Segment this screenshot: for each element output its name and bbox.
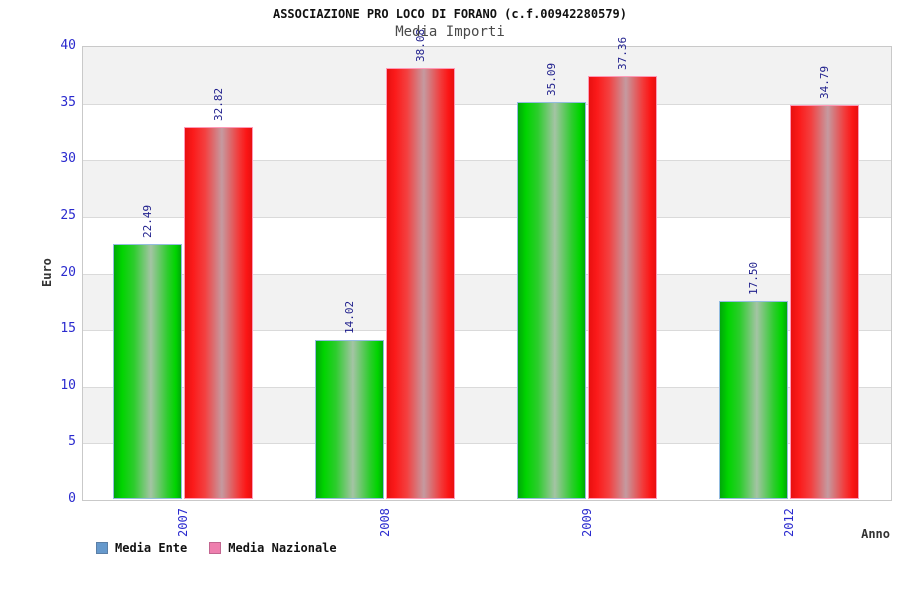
x-axis-title: Anno <box>861 527 890 541</box>
bar-value-label: 14.02 <box>343 301 356 335</box>
bar-value-label: 17.50 <box>747 261 760 295</box>
bar-value-label: 22.49 <box>141 205 154 239</box>
legend-swatch-media-nazionale <box>209 542 222 554</box>
gridline <box>83 216 891 218</box>
gridline <box>83 160 891 162</box>
bar-media-ente-2007 <box>113 244 182 499</box>
chart-subtitle: Media Importi <box>395 24 505 40</box>
y-tick-label: 30 <box>60 151 76 167</box>
gridline <box>83 330 891 332</box>
y-tick-label: 5 <box>68 434 76 450</box>
y-tick-label: 35 <box>60 94 76 110</box>
x-tick-label-2008: 2008 <box>378 508 392 537</box>
bar-media-nazionale-2008 <box>386 67 455 499</box>
plot-band <box>83 47 891 104</box>
chart-title: ASSOCIAZIONE PRO LOCO DI FORANO (c.f.009… <box>272 7 627 21</box>
y-tick-label: 15 <box>60 321 76 337</box>
y-tick-label: 10 <box>60 377 76 393</box>
y-tick-label: 20 <box>60 264 76 280</box>
legend-label-media-nazionale: Media Nazionale <box>228 541 337 555</box>
legend-swatch-media-ente <box>96 542 108 554</box>
bar-media-ente-2009 <box>517 101 586 499</box>
y-tick-label: 40 <box>60 38 76 53</box>
bar-media-ente-2012 <box>719 300 788 499</box>
y-tick-label: 25 <box>60 207 76 223</box>
y-tick-label: 0 <box>68 491 76 506</box>
bar-value-label: 34.79 <box>818 65 831 99</box>
legend-item-media-ente: Media Ente <box>96 541 187 555</box>
bar-media-ente-2008 <box>315 340 384 499</box>
bar-value-label: 32.82 <box>212 88 225 122</box>
x-tick-label-2009: 2009 <box>580 508 594 537</box>
bar-value-label: 37.36 <box>616 36 629 70</box>
legend-label-media-ente: Media Ente <box>115 541 188 555</box>
gridline <box>83 386 891 388</box>
x-tick-label-2012: 2012 <box>782 508 796 537</box>
gridline <box>83 103 891 105</box>
bar-media-nazionale-2009 <box>588 75 657 499</box>
gridline <box>83 443 891 445</box>
bar-media-nazionale-2012 <box>790 105 859 499</box>
x-tick-label-2007: 2007 <box>176 508 190 537</box>
bar-value-label: 35.09 <box>545 62 558 96</box>
legend-item-media-nazionale: Media Nazionale <box>209 541 337 555</box>
legend: Media Ente Media Nazionale <box>96 541 359 555</box>
gridline <box>83 273 891 275</box>
bar-media-nazionale-2007 <box>184 127 253 499</box>
